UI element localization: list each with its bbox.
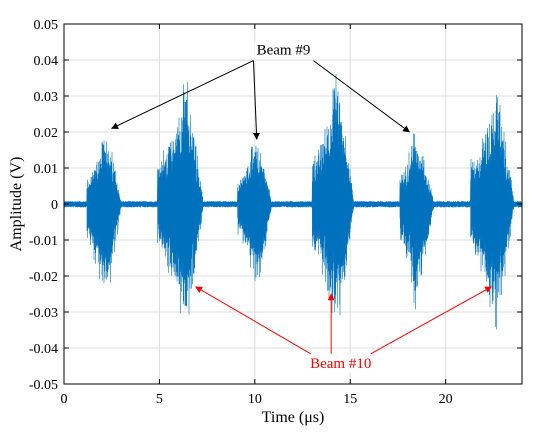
y-tick-label: -0.05 (29, 378, 58, 393)
y-tick-label: 0.04 (34, 54, 59, 69)
y-tick-label: 0 (51, 198, 58, 213)
x-tick-label: 15 (343, 392, 357, 407)
x-tick-label: 10 (248, 392, 262, 407)
x-tick-label: 20 (439, 392, 453, 407)
x-axis-label: Time (μs) (262, 409, 325, 426)
y-tick-label: 0.05 (34, 18, 59, 33)
annotation-1: Beam #9 (111, 41, 410, 140)
y-tick-label: 0.01 (34, 162, 59, 177)
series-amplitude (63, 73, 523, 330)
annotations: Beam #9 Beam #10 (111, 41, 493, 373)
x-tick-label: 0 (61, 392, 68, 407)
annotation-arrow (252, 60, 260, 140)
annotation-label-bg (254, 41, 313, 60)
annotation-label-bg (308, 354, 374, 373)
annotation-label: Beam #10 (310, 356, 371, 372)
x-tick-label: 5 (156, 392, 163, 407)
annotation-arrow (195, 286, 311, 355)
y-tick-label: -0.01 (29, 234, 58, 249)
y-tick-label: -0.02 (29, 270, 58, 285)
annotation-label: Beam #9 (257, 43, 311, 59)
axis-ticks: 0 5 10 15 20 0.05 0.04 0.03 0.02 0.01 0 -0.01 -0.02 -… (29, 18, 522, 407)
annotation-arrow (111, 60, 254, 129)
y-tick-label: -0.04 (29, 342, 58, 357)
y-tick-label: 0.02 (34, 126, 59, 141)
y-tick-label: 0.03 (34, 90, 59, 105)
y-tick-label: -0.03 (29, 306, 58, 321)
annotation-arrow (313, 60, 410, 133)
y-axis-label: Amplitude (V) (8, 157, 25, 252)
annotation-arrow (370, 286, 493, 355)
annotation-2: Beam #10 (195, 286, 493, 373)
series-line (63, 73, 523, 330)
